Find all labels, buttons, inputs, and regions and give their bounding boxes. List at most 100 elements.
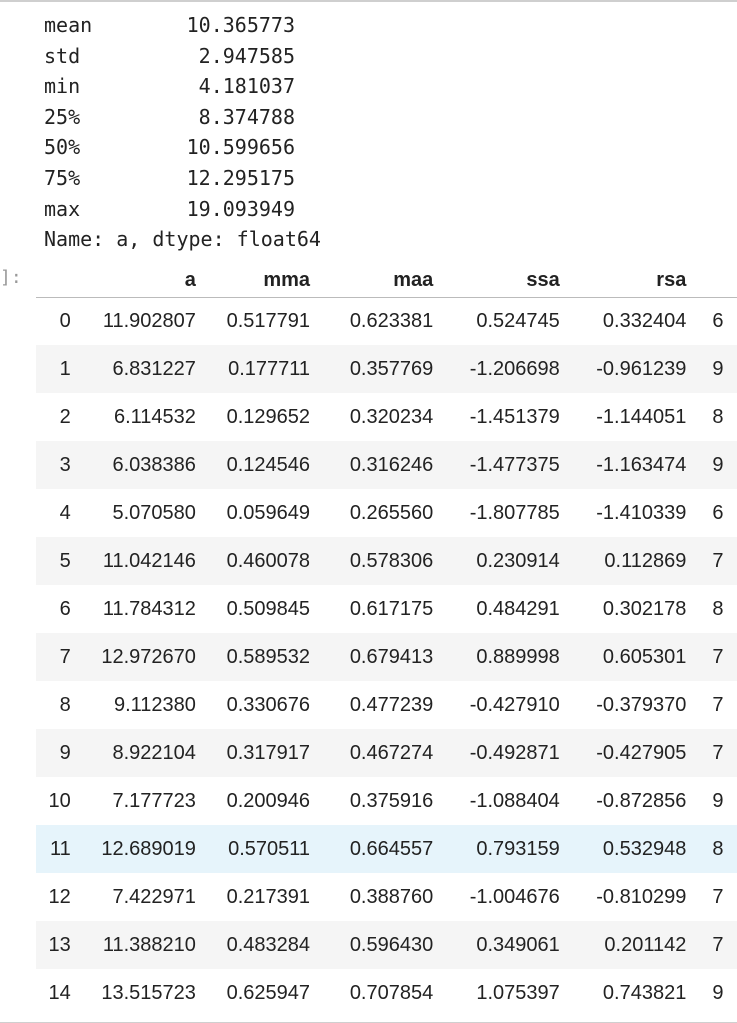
stat-label: mean [44,13,93,37]
cell: -1.807785 [469,501,560,524]
output-line: min 4.181037 [44,71,304,102]
cell: 9.112380 [113,693,196,716]
row-index: 6 [59,597,71,620]
cell: 0.532948 [571,825,699,873]
cell: 0.217391 [226,885,311,908]
output-line: max 19.093949 [44,194,304,225]
clipped-cell: 7 [698,633,737,681]
cell: 0.605301 [571,633,699,681]
table-row: 9 8.922104 0.317917 0.467274 -0.492871 -0.427… [36,729,737,777]
clipped-cell: 9 [698,345,737,393]
cell: 0.112869 [571,537,699,585]
row-index: 10 [48,789,71,812]
table-row: 14 13.515723 0.625947 0.707854 1.075397 0.743… [36,969,737,1017]
cell: 6.038386 [82,441,208,489]
cell: 11.042146 [82,537,208,585]
table-row: 2 6.114532 0.129652 0.320234 -1.451379 -1.144… [36,393,737,441]
clipped-cell: 7 [712,693,724,716]
row-index: 14 [48,981,71,1004]
table-row: 6 11.784312 0.509845 0.617175 0.484291 0.3021… [36,585,737,633]
stat-label: std [44,43,81,68]
column-header-clipped [698,264,737,298]
stat-label: max [44,196,81,221]
cell: 11.784312 [102,597,196,620]
row-index: 12 [48,885,71,908]
cell: -1.144051 [596,405,687,428]
cell: -1.206698 [445,345,572,393]
stat-value: 8.374788 [198,104,295,129]
cell: 0.570511 [207,825,323,873]
cell: 0.477239 [349,693,434,716]
dtype-line: Name: a, dtype: float64 [44,227,321,252]
cell: 0.707854 [349,981,434,1004]
cell: 0.357769 [322,345,446,393]
cell: 0.460078 [207,537,323,585]
cell: 0.330676 [226,693,311,716]
table-row: 3 6.038386 0.124546 0.316246 -1.477375 -1.163… [36,441,737,489]
row-index: 5 [36,537,83,585]
cell: -0.427910 [469,693,560,716]
table-row: 7 12.972670 0.589532 0.679413 0.889998 0.6053… [36,633,737,681]
cell: 0.201142 [571,921,699,969]
clipped-cell: 6 [712,501,724,524]
stat-label: 75% [44,165,81,190]
cell: 7.177723 [112,789,196,812]
cell: 0.664557 [322,825,446,873]
cell: -0.961239 [571,345,699,393]
cell: -1.004676 [469,885,560,908]
cell: -1.451379 [469,405,560,428]
cell: -1.410339 [596,501,687,524]
row-index: 2 [59,405,71,428]
cell: 0.320234 [349,405,434,428]
cell: 0.129652 [226,405,311,428]
output-line: std 2.947585 [44,41,304,72]
clipped-cell: 7 [698,921,737,969]
column-header: rsa [571,264,699,298]
cell: 6.114532 [113,405,196,428]
cell: 0.317917 [207,729,323,777]
cell: 12.972670 [82,633,208,681]
cell: 0.589532 [207,633,323,681]
clipped-cell: 8 [712,405,724,428]
output-line: 25% 8.374788 [44,102,304,133]
cell: 0.388760 [349,885,434,908]
clipped-cell: 8 [698,825,737,873]
header-row: a mma maa ssa rsa [36,264,737,298]
stat-value: 19.093949 [186,196,295,221]
cell: 1.075397 [476,981,560,1004]
table-row: 0 11.902807 0.517791 0.623381 0.524745 0.3324… [36,297,737,345]
cell: -1.477375 [445,441,572,489]
cell: -0.872856 [596,789,687,812]
cell: -0.492871 [445,729,572,777]
cell: -1.088404 [469,789,560,812]
row-index: 3 [36,441,83,489]
table-row: 1 6.831227 0.177711 0.357769 -1.206698 -0.961… [36,345,737,393]
stat-label: min [44,74,81,99]
table-row: 8 9.112380 0.330676 0.477239 -0.427910 -0.379… [36,681,737,729]
cell: 11.388210 [82,921,208,969]
cell: 8.922104 [82,729,208,777]
cell: 5.070580 [112,501,196,524]
clipped-cell: 7 [698,537,737,585]
row-index: 1 [36,345,83,393]
cell: 6.831227 [82,345,208,393]
column-header: ssa [445,264,572,298]
cell: 13.515723 [101,981,196,1004]
clipped-cell: 7 [712,885,724,908]
cell: 0.596430 [322,921,446,969]
index-header [36,264,83,298]
row-index: 13 [36,921,83,969]
cell: -1.163474 [571,441,699,489]
column-header: a [82,264,208,298]
cell: 0.230914 [445,537,572,585]
cell: 0.265560 [349,501,434,524]
stat-value: 4.181037 [198,74,295,99]
row-index: 8 [59,693,71,716]
cell: -0.810299 [596,885,687,908]
clipped-cell: 9 [698,441,737,489]
output-line: 75% 12.295175 [44,163,304,194]
stat-value: 12.295175 [186,165,295,190]
cell: 0.484291 [476,597,560,620]
